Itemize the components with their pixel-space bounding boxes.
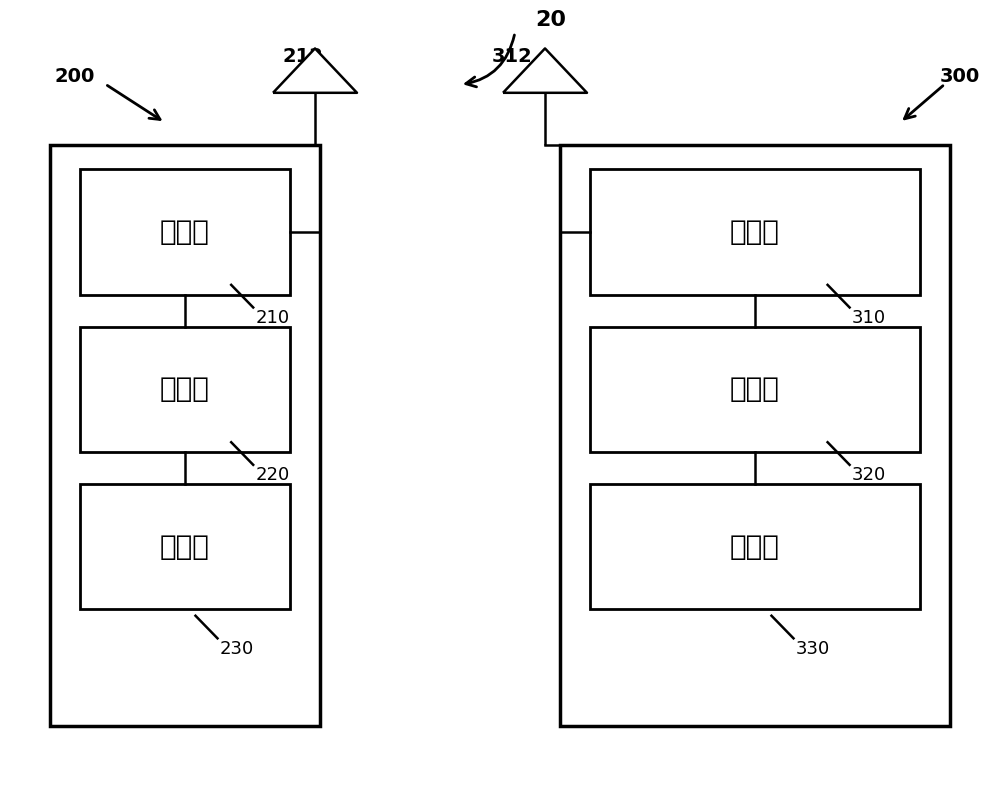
Text: 230: 230 — [220, 640, 254, 658]
Bar — [590, 169, 920, 295]
Text: 320: 320 — [852, 466, 886, 484]
Bar — [80, 169, 290, 295]
Text: 通信部: 通信部 — [160, 218, 210, 246]
Text: 220: 220 — [255, 466, 289, 484]
Text: 存储器: 存储器 — [160, 533, 210, 561]
Text: 处理器: 处理器 — [160, 375, 210, 404]
Bar — [50, 145, 320, 726]
Text: 通信部: 通信部 — [730, 218, 780, 246]
Text: 20: 20 — [535, 10, 566, 30]
Bar — [80, 484, 290, 609]
Text: 300: 300 — [940, 67, 980, 86]
Text: 310: 310 — [852, 309, 886, 327]
Bar — [560, 145, 950, 726]
Text: 200: 200 — [55, 67, 95, 86]
Text: 处理器: 处理器 — [730, 375, 780, 404]
Text: 312: 312 — [492, 47, 533, 66]
Text: 210: 210 — [255, 309, 289, 327]
Polygon shape — [273, 48, 357, 93]
Polygon shape — [503, 48, 587, 93]
Text: 212: 212 — [282, 47, 323, 66]
Text: 存储器: 存储器 — [730, 533, 780, 561]
Bar — [80, 327, 290, 452]
Bar — [590, 484, 920, 609]
Text: 330: 330 — [796, 640, 830, 658]
Bar — [590, 327, 920, 452]
